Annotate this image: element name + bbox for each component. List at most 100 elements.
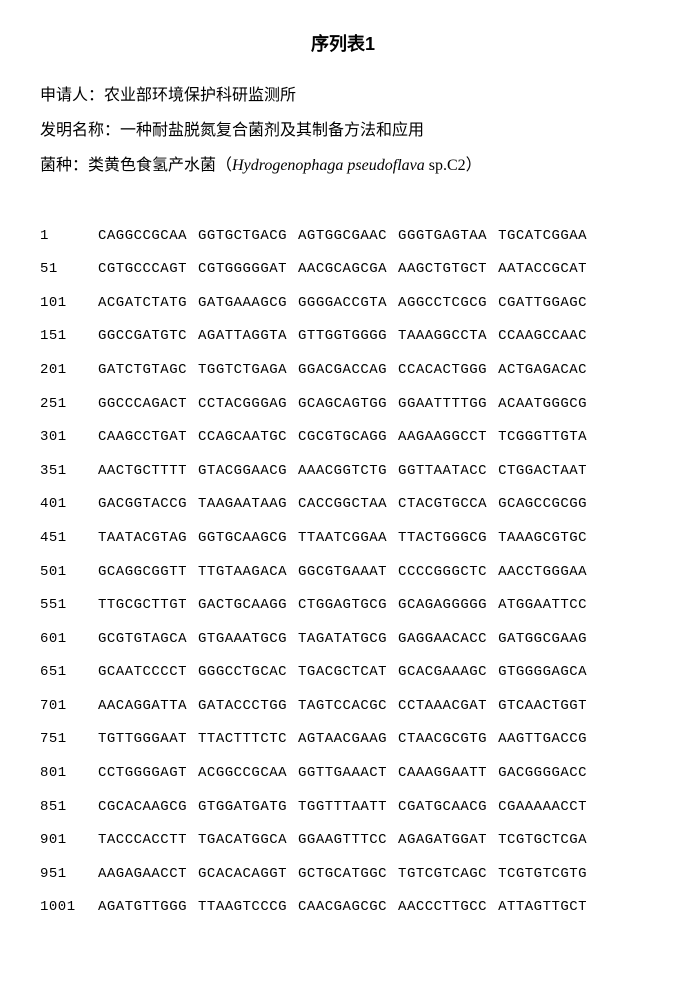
- sequence-group: CGAAAAACCT: [498, 791, 587, 825]
- sequence-group: AGGCCTCGCG: [398, 287, 487, 321]
- sequence-group: GGCCCAGACT: [98, 388, 187, 422]
- sequence-group: CGCGTGCAGG: [298, 421, 387, 455]
- sequence-group: TGGTCTGAGA: [198, 354, 287, 388]
- sequence-group: GTGAAATGCG: [198, 623, 287, 657]
- sequence-group: GGACGACCAG: [298, 354, 387, 388]
- sequence-group: GGAAGTTTCC: [298, 824, 387, 858]
- sequence-position: 601: [40, 623, 98, 657]
- sequence-group: ATTAGTTGCT: [498, 891, 587, 925]
- sequence-position: 201: [40, 354, 98, 388]
- sequence-row: 951AAGAGAACCTGCACACAGGTGCTGCATGGCTGTCGTC…: [40, 858, 646, 892]
- sequence-group: AAGAGAACCT: [98, 858, 187, 892]
- sequence-group: AGATGTTGGG: [98, 891, 187, 925]
- sequence-group: GATGAAAGCG: [198, 287, 287, 321]
- sequence-group: CCTAAACGAT: [398, 690, 487, 724]
- sequence-group: GGTGCAAGCG: [198, 522, 287, 556]
- sequence-group: CTAACGCGTG: [398, 723, 487, 757]
- sequence-position: 551: [40, 589, 98, 623]
- sequence-group: ACTGAGACAC: [498, 354, 587, 388]
- sequence-group: GCTGCATGGC: [298, 858, 387, 892]
- species-latin: Hydrogenophaga pseudoflava: [232, 157, 429, 174]
- sequence-group: TTGTAAGACA: [198, 556, 287, 590]
- sequence-group: GCACACAGGT: [198, 858, 287, 892]
- sequence-group: CAGGCCGCAA: [98, 220, 187, 254]
- species-cn: 类黄色食氢产水菌（: [88, 157, 232, 174]
- sequence-group: AACCCTTGCC: [398, 891, 487, 925]
- sequence-group: AACCTGGGAA: [498, 556, 587, 590]
- sequence-position: 101: [40, 287, 98, 321]
- sequence-row: 151GGCCGATGTCAGATTAGGTAGTTGGTGGGGTAAAGGC…: [40, 320, 646, 354]
- sequence-group: GATCTGTAGC: [98, 354, 187, 388]
- sequence-position: 401: [40, 488, 98, 522]
- sequence-group: GTCAACTGGT: [498, 690, 587, 724]
- sequence-group: GACGGTACCG: [98, 488, 187, 522]
- species-label: 菌种：: [40, 157, 88, 174]
- sequence-group: CTGGAGTGCG: [298, 589, 387, 623]
- sequence-group: TTACTTTCTC: [198, 723, 287, 757]
- sequence-group: TGTTGGGAAT: [98, 723, 187, 757]
- sequence-row: 51CGTGCCCAGTCGTGGGGGATAACGCAGCGAAAGCTGTG…: [40, 253, 646, 287]
- sequence-group: AAGCTGTGCT: [398, 253, 487, 287]
- applicant-row: 申请人：农业部环境保护科研监测所: [40, 78, 646, 113]
- sequence-group: TGACATGGCA: [198, 824, 287, 858]
- sequence-group: AGTGGCGAAC: [298, 220, 387, 254]
- sequence-group: TACCCACCTT: [98, 824, 187, 858]
- sequence-row: 301CAAGCCTGATCCAGCAATGCCGCGTGCAGGAAGAAGG…: [40, 421, 646, 455]
- sequence-group: CCAGCAATGC: [198, 421, 287, 455]
- sequence-group: CAACGAGCGC: [298, 891, 387, 925]
- sequence-group: TGTCGTCAGC: [398, 858, 487, 892]
- sequence-group: CCTACGGGAG: [198, 388, 287, 422]
- sequence-group: GGTTGAAACT: [298, 757, 387, 791]
- sequence-row: 851CGCACAAGCGGTGGATGATGTGGTTTAATTCGATGCA…: [40, 791, 646, 825]
- sequence-group: GTGGATGATG: [198, 791, 287, 825]
- page-container: 序列表1 申请人：农业部环境保护科研监测所 发明名称：一种耐盐脱氮复合菌剂及其制…: [0, 0, 686, 945]
- sequence-group: GCGTGTAGCA: [98, 623, 187, 657]
- sequence-group: CCTGGGGAGT: [98, 757, 187, 791]
- sequence-group: ACAATGGGCG: [498, 388, 587, 422]
- sequence-group: TCGGGTTGTA: [498, 421, 587, 455]
- sequence-group: TAAAGGCCTA: [398, 320, 487, 354]
- sequence-position: 701: [40, 690, 98, 724]
- sequence-group: CAAAGGAATT: [398, 757, 487, 791]
- sequence-group: AGAGATGGAT: [398, 824, 487, 858]
- sequence-position: 651: [40, 656, 98, 690]
- sequence-group: TGGTTTAATT: [298, 791, 387, 825]
- sequence-group: AATACCGCAT: [498, 253, 587, 287]
- sequence-group: GACTGCAAGG: [198, 589, 287, 623]
- sequence-row: 551TTGCGCTTGTGACTGCAAGGCTGGAGTGCGGCAGAGG…: [40, 589, 646, 623]
- sequence-row: 1001AGATGTTGGGTTAAGTCCCGCAACGAGCGCAACCCT…: [40, 891, 646, 925]
- sequence-group: GGTTAATACC: [398, 455, 487, 489]
- sequence-group: TGCATCGGAA: [498, 220, 587, 254]
- sequence-group: GGGCCTGCAC: [198, 656, 287, 690]
- sequence-block: 1CAGGCCGCAAGGTGCTGACGAGTGGCGAACGGGTGAGTA…: [40, 220, 646, 925]
- sequence-row: 801CCTGGGGAGTACGGCCGCAAGGTTGAAACTCAAAGGA…: [40, 757, 646, 791]
- sequence-group: GGGGACCGTA: [298, 287, 387, 321]
- sequence-group: CCAAGCCAAC: [498, 320, 587, 354]
- sequence-group: CAAGCCTGAT: [98, 421, 187, 455]
- sequence-row: 451TAATACGTAGGGTGCAAGCGTTAATCGGAATTACTGG…: [40, 522, 646, 556]
- sequence-group: CGATTGGAGC: [498, 287, 587, 321]
- sequence-row: 351AACTGCTTTTGTACGGAACGAAACGGTCTGGGTTAAT…: [40, 455, 646, 489]
- sequence-group: TAGTCCACGC: [298, 690, 387, 724]
- sequence-group: AACGCAGCGA: [298, 253, 387, 287]
- sequence-group: CGATGCAACG: [398, 791, 487, 825]
- sequence-group: AAGTTGACCG: [498, 723, 587, 757]
- sequence-position: 851: [40, 791, 98, 825]
- sequence-group: TTAATCGGAA: [298, 522, 387, 556]
- sequence-group: ACGATCTATG: [98, 287, 187, 321]
- sequence-row: 651GCAATCCCCTGGGCCTGCACTGACGCTCATGCACGAA…: [40, 656, 646, 690]
- sequence-position: 151: [40, 320, 98, 354]
- sequence-group: CTGGACTAAT: [498, 455, 587, 489]
- sequence-position: 251: [40, 388, 98, 422]
- sequence-row: 1CAGGCCGCAAGGTGCTGACGAGTGGCGAACGGGTGAGTA…: [40, 220, 646, 254]
- sequence-position: 901: [40, 824, 98, 858]
- sequence-row: 901TACCCACCTT TGACATGGCA GGAAGTTTCC AGAGATG…: [40, 824, 646, 858]
- sequence-row: 501GCAGGCGGTTTTGTAAGACAGGCGTGAAATCCCCGGG…: [40, 556, 646, 590]
- sequence-group: GATGGCGAAG: [498, 623, 587, 657]
- sequence-group: GCAGGCGGTT: [98, 556, 187, 590]
- sequence-position: 751: [40, 723, 98, 757]
- sequence-group: GTGGGGAGCA: [498, 656, 587, 690]
- sequence-row: 401GACGGTACCGTAAGAATAAGCACCGGCTAACTACGTG…: [40, 488, 646, 522]
- sequence-group: CCCCGGGCTC: [398, 556, 487, 590]
- sequence-row: 751TGTTGGGAATTTACTTTCTCAGTAACGAAGCTAACGC…: [40, 723, 646, 757]
